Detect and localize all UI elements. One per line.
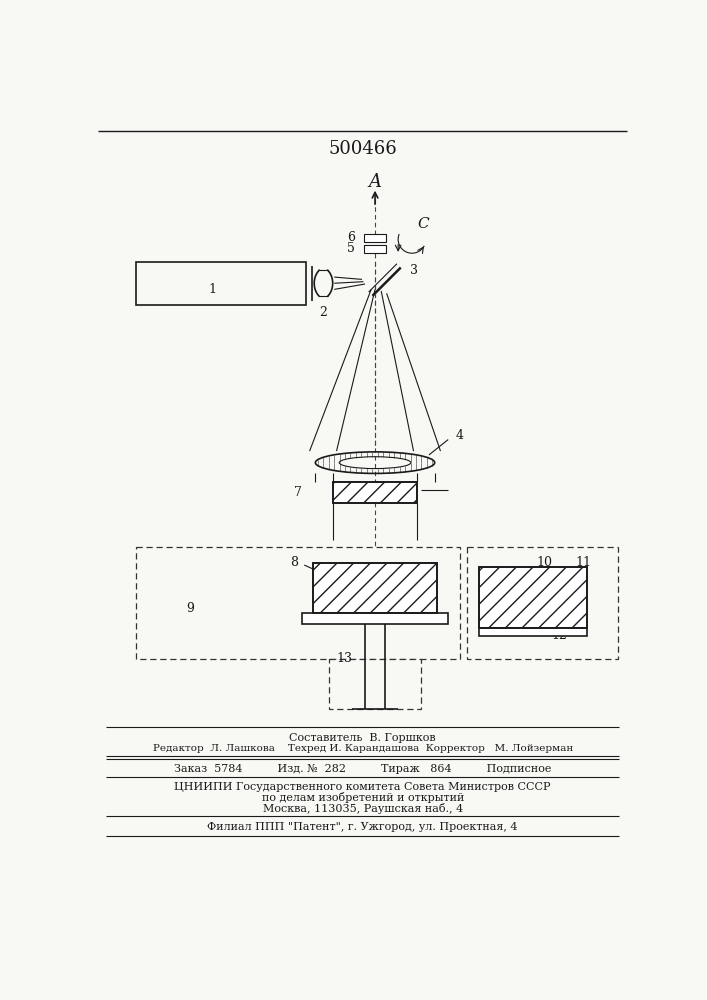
Text: ЦНИИПИ Государственного комитета Совета Министров СССР: ЦНИИПИ Государственного комитета Совета …	[175, 782, 551, 792]
Bar	[333, 482, 417, 503]
Text: Филиал ППП "Патент", г. Ужгород, ул. Проектная, 4: Филиал ППП "Патент", г. Ужгород, ул. Про…	[207, 822, 518, 832]
Bar	[329, 659, 421, 709]
Text: 5: 5	[347, 242, 355, 255]
Text: Редактор  Л. Лашкова    Техред И. Карандашова  Корректор   М. Лойзерман: Редактор Л. Лашкова Техред И. Карандашов…	[153, 744, 573, 753]
Bar	[136, 262, 305, 305]
Text: 7: 7	[293, 486, 301, 499]
Text: 4: 4	[456, 429, 464, 442]
Text: Заказ  5784          Изд. №  282          Тираж   864          Подписное: Заказ 5784 Изд. № 282 Тираж 864 Подписно…	[174, 764, 551, 774]
Bar	[302, 613, 448, 624]
Bar	[467, 547, 618, 659]
Bar	[364, 245, 386, 253]
Bar	[479, 628, 587, 636]
Bar	[364, 234, 386, 242]
Text: 3: 3	[409, 264, 418, 277]
Text: 11: 11	[575, 556, 591, 569]
Bar	[333, 482, 417, 503]
Text: 6: 6	[347, 231, 355, 244]
Bar	[479, 567, 587, 628]
Text: 12: 12	[552, 629, 568, 642]
Text: Москва, 113035, Раушская наб., 4: Москва, 113035, Раушская наб., 4	[262, 803, 463, 814]
Text: 9: 9	[187, 602, 194, 615]
Text: по делам изобретений и открытий: по делам изобретений и открытий	[262, 792, 464, 803]
Text: 10: 10	[537, 556, 552, 569]
Text: 500466: 500466	[328, 140, 397, 158]
Bar	[313, 563, 437, 613]
Bar	[479, 567, 587, 628]
Text: 2: 2	[320, 306, 327, 319]
Bar	[313, 563, 437, 613]
Text: 8: 8	[290, 556, 298, 569]
Text: C: C	[417, 217, 428, 231]
Text: 1: 1	[209, 283, 216, 296]
Bar	[136, 547, 460, 659]
Text: Составитель  В. Горшков: Составитель В. Горшков	[289, 733, 436, 743]
Text: 13: 13	[337, 652, 352, 666]
Text: A: A	[368, 173, 382, 191]
